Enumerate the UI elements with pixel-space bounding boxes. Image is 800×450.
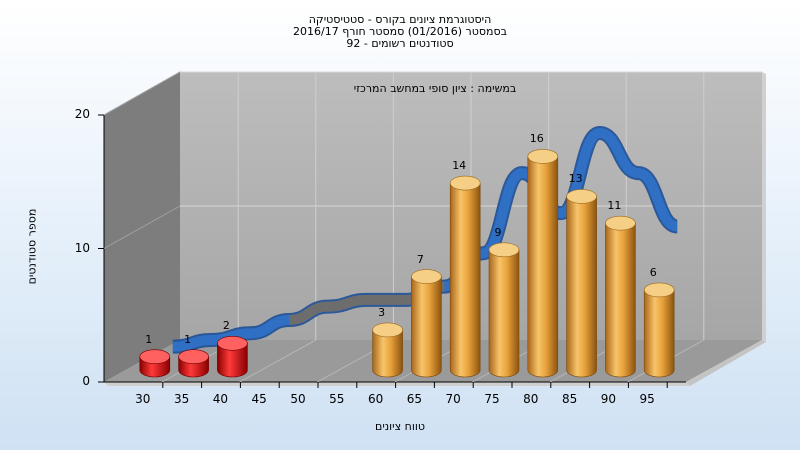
y-tick-label: 10 — [74, 240, 90, 255]
bar-top-85 — [566, 189, 597, 204]
x-tick-label: 55 — [329, 392, 345, 406]
bar-top-30 — [139, 349, 171, 364]
chart-title-line-2: בסמסטר (01/2016) סמסטר חורף 2016/17 — [293, 25, 507, 38]
data-label-30: 1 — [145, 332, 153, 346]
bar-40 — [217, 343, 248, 378]
x-tick-label: 35 — [173, 392, 190, 406]
bar-60 — [372, 329, 403, 378]
data-label-65: 7 — [416, 252, 424, 266]
x-tick-label: 30 — [135, 392, 151, 406]
data-label-35: 1 — [184, 332, 192, 346]
trend-curve-line — [172, 128, 679, 352]
y-tick-label: 20 — [74, 107, 90, 121]
x-tick-label: 40 — [212, 392, 229, 406]
bars — [139, 149, 675, 378]
bar-top-70 — [449, 175, 481, 191]
data-label-95: 6 — [649, 265, 657, 279]
data-label-60: 3 — [378, 305, 386, 319]
x-tick-label: 70 — [445, 392, 461, 406]
x-tick-label: 80 — [523, 392, 539, 406]
x-axis-label: טווח ציונים — [375, 420, 425, 433]
bar-85 — [566, 196, 597, 378]
x-tick-label: 75 — [484, 392, 500, 406]
x-tick-label: 45 — [251, 392, 267, 406]
grid-line-side — [103, 205, 181, 249]
bar-65 — [411, 276, 442, 378]
data-label-90: 11 — [607, 199, 622, 213]
bar-95 — [643, 289, 675, 378]
data-label-70: 14 — [452, 159, 467, 173]
bar-top-65 — [411, 269, 442, 284]
data-label-80: 16 — [529, 132, 544, 146]
chart-title-line-1: היסטוגרמת ציונים בקורס - סטטיסטיקה — [308, 13, 492, 26]
x-tick-label: 90 — [600, 392, 617, 406]
grid-line-side — [103, 71, 181, 116]
data-label-40: 2 — [222, 319, 230, 333]
data-label-85: 13 — [568, 172, 583, 186]
chart-title-line-3: סטודנטים רשומים - 92 — [346, 37, 454, 50]
x-tick-label: 85 — [561, 392, 578, 406]
floor-front-rim — [104, 382, 690, 386]
floor-right-rim — [686, 340, 766, 386]
bar-top-35 — [178, 349, 209, 364]
x-tick-label: 60 — [367, 392, 384, 406]
bar-top-40 — [217, 335, 248, 351]
bar-top-75 — [488, 242, 520, 258]
data-label-75: 9 — [494, 225, 502, 239]
right-rim — [762, 72, 766, 342]
x-tick-label: 65 — [406, 392, 423, 406]
chart-annotation: במשימה : ציון סופי במחשב המרכזי — [353, 82, 517, 95]
x-tick-label: 95 — [639, 392, 655, 406]
bar-75 — [488, 249, 520, 378]
bar-top-90 — [605, 215, 636, 231]
y-axis-label: מספר סטודנטים — [25, 208, 39, 285]
bar-top-60 — [372, 322, 403, 338]
x-tick-label: 50 — [290, 392, 306, 406]
bar-top-95 — [643, 282, 675, 298]
bar-top-80 — [527, 149, 559, 164]
bar-90 — [605, 222, 636, 378]
bar-80 — [527, 156, 559, 378]
y-tick-label: 0 — [82, 374, 90, 388]
bar-70 — [449, 182, 481, 378]
grid-line-floor — [239, 339, 317, 383]
